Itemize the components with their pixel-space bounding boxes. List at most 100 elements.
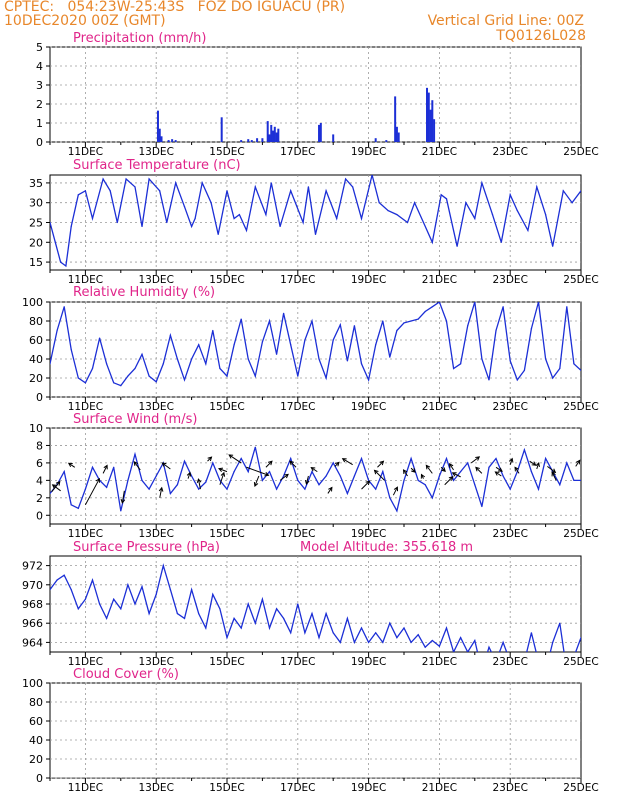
precip-bar xyxy=(174,140,177,142)
precip-bar xyxy=(397,132,400,142)
data-point xyxy=(219,367,221,370)
data-point xyxy=(311,613,313,615)
data-point xyxy=(127,479,129,481)
precip-bar xyxy=(277,128,280,142)
data-point xyxy=(559,484,561,486)
data-point xyxy=(283,617,285,620)
data-point xyxy=(63,306,65,308)
data-point xyxy=(297,479,299,481)
data-point xyxy=(474,484,476,486)
data-point xyxy=(509,194,511,196)
data-point xyxy=(191,589,193,591)
data-point xyxy=(424,310,426,313)
wind-vector-head xyxy=(253,481,259,487)
wind-vector-head xyxy=(51,484,57,489)
wind-vector-head xyxy=(535,462,540,468)
wind-vector xyxy=(310,467,318,473)
wind-vector xyxy=(187,472,191,479)
wind-vector-head xyxy=(161,462,167,467)
wind-vector-head xyxy=(186,471,192,477)
y-tick-label: 964 xyxy=(22,636,43,649)
data-point xyxy=(148,375,150,377)
data-point xyxy=(233,617,235,620)
data-point xyxy=(141,479,143,481)
data-point xyxy=(424,484,426,486)
y-tick-label: 0 xyxy=(36,509,43,522)
data-point xyxy=(495,329,497,332)
data-point xyxy=(169,589,171,591)
wind-vector-head xyxy=(328,486,333,492)
y-tick-label: 968 xyxy=(22,598,43,611)
wind-vector-head xyxy=(373,469,379,475)
data-point xyxy=(552,641,554,644)
data-point xyxy=(134,367,136,370)
data-point xyxy=(389,497,391,499)
data-point xyxy=(304,339,306,341)
data-point xyxy=(162,363,164,365)
wind-vector xyxy=(452,472,461,478)
x-tick-label: 21DEC xyxy=(422,528,457,540)
data-point xyxy=(219,608,221,610)
data-point xyxy=(84,382,86,384)
panel-temp: 15 20 25 30 35 11DEC 13DEC 15DEC 17DEC 19DEC 21DEC… xyxy=(29,158,599,286)
wind-vector xyxy=(509,458,513,465)
precip-bar xyxy=(220,117,223,142)
wind-vector xyxy=(279,473,289,481)
y-tick-label: 5 xyxy=(36,41,43,54)
x-tick-label: 13DEC xyxy=(138,401,173,413)
wind-vector-head xyxy=(411,468,416,473)
data-point xyxy=(353,325,356,327)
x-tick-label: 17DEC xyxy=(280,274,315,286)
data-point xyxy=(352,186,354,188)
x-tick-label: 19DEC xyxy=(351,528,386,540)
data-point xyxy=(198,488,200,490)
data-point xyxy=(63,574,65,576)
x-tick-label: 21DEC xyxy=(422,782,457,794)
data-point xyxy=(65,265,67,267)
series-line-pressure xyxy=(50,563,581,652)
x-tick-label: 17DEC xyxy=(280,146,315,158)
data-point xyxy=(226,488,228,490)
data-point xyxy=(382,320,384,322)
data-point xyxy=(368,379,370,381)
data-point xyxy=(70,225,72,228)
data-point xyxy=(141,586,143,588)
data-point xyxy=(205,363,207,365)
wind-vector xyxy=(84,478,100,506)
wind-vector-head xyxy=(420,473,426,479)
data-point xyxy=(134,186,136,188)
data-point xyxy=(183,206,186,208)
wind-vector-head xyxy=(448,463,454,468)
data-point xyxy=(84,598,86,600)
x-tick-label: 19DEC xyxy=(351,401,386,413)
data-point xyxy=(325,613,327,615)
data-point xyxy=(417,634,419,636)
data-point xyxy=(254,622,256,624)
wind-vector-head xyxy=(498,467,503,472)
data-point xyxy=(360,627,363,629)
data-point xyxy=(254,375,256,377)
data-point xyxy=(106,486,108,488)
data-point xyxy=(245,229,248,232)
data-point xyxy=(396,329,398,332)
data-point xyxy=(431,241,433,243)
data-point xyxy=(516,379,518,381)
data-point xyxy=(283,475,285,477)
data-point xyxy=(452,367,455,370)
wind-vector-head xyxy=(551,471,556,477)
data-point xyxy=(127,584,129,586)
data-point xyxy=(166,221,168,224)
data-point xyxy=(116,221,118,224)
data-point xyxy=(452,479,455,481)
wind-vector-head xyxy=(120,498,126,504)
wind-vector-head xyxy=(267,460,273,466)
precip-bar xyxy=(240,140,243,142)
data-point xyxy=(375,632,377,634)
data-point xyxy=(318,484,320,486)
precip-bar xyxy=(261,138,264,142)
data-point xyxy=(414,202,416,204)
x-tick-label: 11DEC xyxy=(68,782,103,794)
data-point xyxy=(91,466,94,468)
x-tick-label: 25DEC xyxy=(563,656,598,668)
data-point xyxy=(536,186,538,188)
